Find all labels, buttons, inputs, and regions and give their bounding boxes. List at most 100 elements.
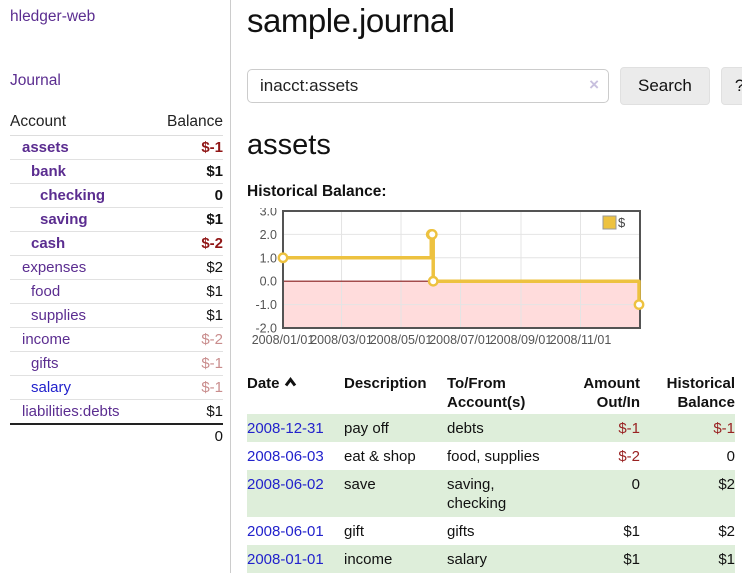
search-box: ×: [247, 68, 609, 103]
transaction-date-link[interactable]: 2008-06-01: [247, 522, 324, 540]
search-button[interactable]: Search: [620, 66, 710, 105]
chart-container: $3.0 2.0 1.0 0.0 -1.0 -2.0 2008/01/01 2008/03/0…: [247, 204, 742, 355]
sort-up-icon: [284, 376, 296, 387]
account-balance: 0: [150, 183, 223, 208]
clear-search-icon[interactable]: ×: [589, 74, 599, 94]
account-link[interactable]: checking: [40, 187, 106, 204]
transaction-row: 2008-06-03 eat & shop food, supplies $-2 0: [247, 442, 735, 470]
transaction-accounts: salary: [447, 550, 488, 568]
account-balance: $1: [150, 303, 223, 328]
register-col-balance: Historical Balance: [666, 374, 735, 411]
transaction-row: 2008-01-01 income salary $1 $1: [247, 544, 735, 573]
svg-text:2008/07/01: 2008/07/01: [429, 333, 492, 347]
account-row: income $-2: [10, 327, 223, 352]
transaction-accounts: gifts: [447, 522, 475, 540]
transaction-accounts: food, supplies: [447, 447, 540, 465]
account-link[interactable]: cash: [31, 235, 66, 252]
transaction-description: income: [344, 550, 393, 568]
transaction-row: 2008-06-02 save saving, checking 0 $2: [247, 469, 735, 517]
account-row: assets $-1: [10, 135, 223, 160]
accounts-table: Account Balance assets $-1 bank $1 checking 0…: [10, 110, 223, 448]
transaction-accounts: debts: [447, 419, 484, 437]
register-col-date[interactable]: Date: [247, 372, 344, 414]
transaction-balance: $1: [718, 550, 735, 568]
balance-chart: $3.0 2.0 1.0 0.0 -1.0 -2.02008/01/012008/03/0…: [252, 204, 645, 347]
accounts-col-balance: Balance: [150, 110, 223, 136]
svg-text:2.0: 2.0: [260, 228, 277, 242]
chart-label: Historical Balance:: [247, 182, 387, 200]
transaction-date-link[interactable]: 2008-01-01: [247, 550, 324, 568]
account-balance: $-1: [150, 351, 223, 376]
account-row: supplies $1: [10, 303, 223, 328]
transaction-balance: $2: [718, 475, 735, 493]
account-link[interactable]: saving: [40, 211, 88, 228]
account-row: checking 0: [10, 183, 223, 208]
account-link[interactable]: assets: [22, 139, 69, 156]
transaction-date-link[interactable]: 2008-06-02: [247, 475, 324, 493]
transaction-amount: $1: [623, 522, 640, 540]
svg-text:$: $: [618, 215, 626, 230]
transaction-description: eat & shop: [344, 447, 416, 465]
register-col-amount: Amount Out/In: [583, 374, 640, 411]
account-link[interactable]: food: [31, 283, 61, 300]
account-row: expenses $2: [10, 255, 223, 280]
transaction-row: 2008-06-01 gift gifts $1 $2: [247, 517, 735, 545]
accounts-total-spacer: [10, 423, 151, 448]
svg-text:2008/09/01: 2008/09/01: [490, 333, 553, 347]
account-link[interactable]: supplies: [31, 307, 87, 324]
svg-text:2008/03/01: 2008/03/01: [310, 333, 373, 347]
account-balance: $1: [150, 279, 223, 304]
search-bar: × Search ?: [247, 66, 742, 105]
help-button[interactable]: ?: [720, 66, 742, 105]
date-header-label: Date: [247, 374, 280, 392]
sidebar-item-journal[interactable]: Journal: [10, 72, 61, 89]
transaction-date-link[interactable]: 2008-06-03: [247, 447, 324, 465]
account-row: salary $-1: [10, 375, 223, 400]
accounts-header-row: Account Balance: [10, 110, 223, 136]
sidebar: hledger-web Journal Account Balance asse…: [0, 0, 231, 573]
account-title: assets: [247, 128, 331, 161]
svg-text:-1.0: -1.0: [255, 298, 277, 312]
account-balance: $-1: [150, 135, 223, 160]
account-balance: $1: [150, 399, 223, 425]
accounts-total-value: 0: [150, 423, 223, 448]
account-link[interactable]: expenses: [22, 259, 87, 276]
page-title: sample.journal: [247, 2, 455, 39]
sidebar-nav: Journal: [10, 72, 223, 90]
svg-text:2008/05/01: 2008/05/01: [370, 333, 433, 347]
transaction-date-link[interactable]: 2008-12-31: [247, 419, 324, 437]
account-row: liabilities:debts $1: [10, 399, 223, 425]
register-col-accounts: To/From Account(s): [447, 374, 526, 411]
transaction-description: gift: [344, 522, 365, 540]
account-balance: $-1: [150, 375, 223, 400]
account-link[interactable]: liabilities:debts: [22, 403, 120, 420]
account-row: cash $-2: [10, 231, 223, 256]
register-table: Date Description To/From Account(s) Amou…: [247, 372, 735, 573]
brand-link[interactable]: hledger-web: [10, 8, 96, 25]
account-balance: $-2: [150, 231, 223, 256]
account-row: saving $1: [10, 207, 223, 232]
account-row: bank $1: [10, 159, 223, 184]
main-panel: sample.journal × Search ? assets Histori…: [231, 0, 742, 573]
transaction-amount: $-2: [618, 447, 640, 465]
account-link[interactable]: income: [22, 331, 71, 348]
transaction-balance: $2: [718, 522, 735, 540]
transaction-amount: $-1: [618, 419, 640, 437]
register-col-description: Description: [344, 374, 427, 392]
account-balance: $-2: [150, 327, 223, 352]
svg-text:1.0: 1.0: [260, 251, 277, 265]
transaction-amount: 0: [631, 475, 640, 493]
account-link[interactable]: gifts: [31, 355, 59, 372]
account-link[interactable]: salary: [31, 379, 72, 396]
search-input[interactable]: [247, 68, 609, 103]
transaction-description: pay off: [344, 419, 389, 437]
account-balance: $2: [150, 255, 223, 280]
account-link[interactable]: bank: [31, 163, 67, 180]
svg-text:0.0: 0.0: [260, 275, 277, 289]
transaction-accounts: saving, checking: [447, 475, 507, 512]
transaction-description: save: [344, 475, 376, 493]
accounts-col-account: Account: [10, 110, 151, 136]
register-header-row: Date Description To/From Account(s) Amou…: [247, 372, 735, 414]
transaction-amount: $1: [623, 550, 640, 568]
